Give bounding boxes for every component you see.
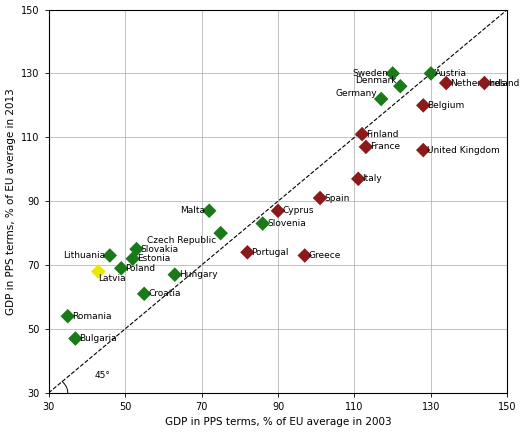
Point [480, 80, 488, 87]
Text: Czech Republic: Czech Republic [147, 236, 216, 245]
Text: Finland: Finland [366, 129, 399, 139]
Y-axis label: GDP in PPS terms, % of EU average in 2013: GDP in PPS terms, % of EU average in 201… [6, 88, 15, 315]
Point [354, 175, 363, 182]
Point [243, 249, 252, 256]
Text: Malta: Malta [180, 206, 205, 215]
Text: Slovakia: Slovakia [141, 245, 179, 254]
Point [362, 143, 370, 150]
Point [419, 102, 428, 109]
Text: Austria: Austria [435, 69, 467, 78]
Text: Italy: Italy [362, 174, 382, 183]
Point [128, 255, 137, 262]
Point [106, 252, 114, 259]
Point [259, 220, 267, 227]
Text: Croatia: Croatia [148, 289, 181, 298]
Text: Latvia: Latvia [98, 274, 126, 283]
Point [94, 268, 102, 275]
Point [389, 70, 397, 77]
Text: Bulgaria: Bulgaria [80, 334, 117, 343]
Point [63, 313, 72, 320]
Text: Lithuania: Lithuania [63, 251, 106, 260]
Point [71, 335, 80, 342]
Text: Spain: Spain [324, 194, 350, 203]
Point [419, 147, 428, 154]
Text: United Kingdom: United Kingdom [428, 145, 500, 155]
Point [300, 252, 309, 259]
Text: Ireland: Ireland [488, 78, 520, 87]
Text: Cyprus: Cyprus [282, 206, 314, 215]
Point [140, 291, 148, 297]
Point [205, 207, 213, 214]
Text: Portugal: Portugal [251, 248, 289, 257]
Text: Estonia: Estonia [137, 254, 170, 263]
Point [396, 83, 404, 90]
Point [216, 229, 225, 236]
Text: France: France [370, 142, 400, 152]
Text: Germany: Germany [335, 89, 377, 98]
Point [427, 70, 435, 77]
Text: Netherlands: Netherlands [450, 78, 506, 87]
Point [171, 271, 179, 278]
Text: Hungary: Hungary [179, 270, 218, 279]
Point [316, 194, 324, 201]
Text: Denmark: Denmark [355, 76, 396, 85]
X-axis label: GDP in PPS terms, % of EU average in 2003: GDP in PPS terms, % of EU average in 200… [165, 417, 391, 427]
Point [133, 246, 141, 252]
Point [117, 265, 126, 272]
Point [442, 80, 450, 87]
Point [274, 207, 282, 214]
Text: Slovenia: Slovenia [267, 219, 306, 228]
Point [358, 131, 366, 138]
Text: Romania: Romania [72, 312, 111, 321]
Text: Belgium: Belgium [428, 101, 465, 110]
Point [377, 96, 385, 103]
Text: Poland: Poland [126, 264, 156, 273]
Text: Greece: Greece [309, 251, 341, 260]
Text: 45°: 45° [95, 371, 110, 380]
Text: Sweden: Sweden [353, 69, 389, 78]
